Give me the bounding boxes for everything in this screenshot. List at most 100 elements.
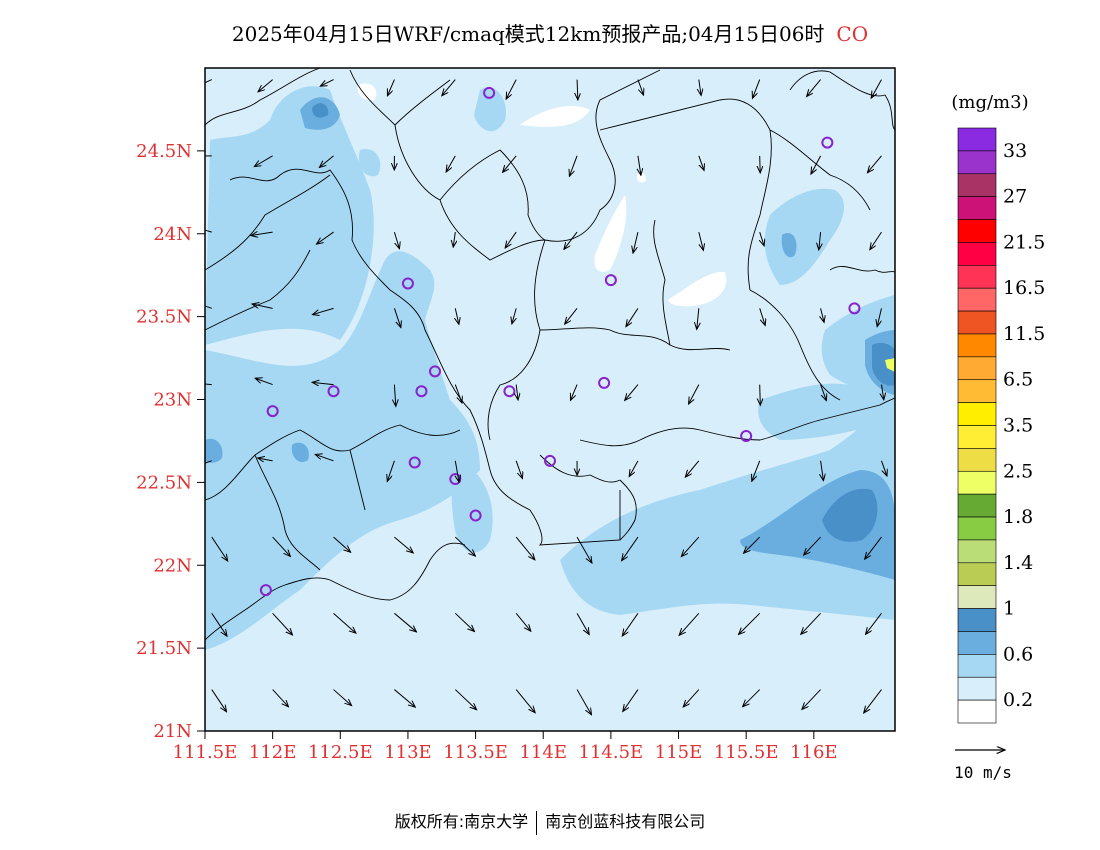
wind-arrow (320, 79, 334, 87)
wind-arrow (393, 231, 399, 249)
wind-arrow (512, 308, 517, 324)
wind-arrow (864, 689, 882, 713)
wind-arrow (698, 155, 704, 171)
wind-arrow (689, 384, 700, 404)
wind-arrow (205, 305, 212, 309)
footer: 版权所有:南京大学 南京创蓝科技有限公司 (0, 808, 1100, 835)
colorbar-label: 33 (1003, 140, 1027, 162)
wind-arrow (455, 460, 459, 482)
x-axis: 111.5E 112E 112.5E 113E 113.5E 114E 114.5E 115E… (173, 731, 838, 763)
wind-arrow (866, 613, 882, 634)
wind-arrow (871, 79, 882, 99)
wind-arrow (251, 232, 273, 235)
colorbar-swatch (957, 219, 997, 243)
colorbar-label: 1.8 (1003, 506, 1033, 528)
wind-arrow (272, 689, 289, 707)
wind-arrow (622, 613, 639, 636)
wind-arrow (272, 612, 293, 635)
wind-arrow (205, 155, 212, 157)
station-marker (259, 584, 272, 597)
colorbar-swatch (957, 196, 997, 220)
wind-arrow (258, 79, 273, 92)
wind-arrow (576, 536, 592, 563)
colorbar-label: 2.5 (1003, 460, 1033, 482)
colorbar-swatch (957, 333, 997, 358)
station-marker (848, 302, 861, 315)
wind-reference: 10 m/s (954, 750, 1012, 782)
wind-arrow (881, 460, 886, 476)
station-marker (604, 274, 617, 287)
wind-arrow (679, 612, 700, 635)
station-marker (266, 405, 279, 418)
wind-arrow (570, 384, 578, 401)
wind-arrow (622, 536, 639, 561)
station-marker (415, 385, 428, 398)
wind-arrow (387, 460, 395, 482)
station-marker (469, 509, 482, 522)
wind-arrow (255, 378, 273, 386)
wind-arrow (626, 308, 639, 326)
y-tick-label: 22.5N (136, 472, 192, 493)
station-markers (259, 86, 861, 597)
wind-arrow (453, 232, 455, 247)
wind-arrow (394, 536, 413, 553)
wind-arrow (760, 231, 764, 246)
y-tick-label: 21.5N (136, 638, 192, 659)
colorbar-swatch (957, 539, 997, 564)
colorbar-swatch (957, 265, 997, 289)
colorbar-swatch (957, 242, 997, 266)
wind-arrow (312, 382, 334, 384)
wind-arrow (205, 383, 212, 386)
wind-arrow (877, 308, 882, 326)
colorbar-swatch (957, 173, 997, 197)
wind-arrow (629, 460, 639, 477)
y-tick-label: 23.5N (136, 307, 192, 328)
station-marker (503, 385, 516, 398)
y-tick-label: 24N (153, 224, 192, 245)
wind-arrow (576, 689, 591, 715)
wind-reference-label: 10 m/s (954, 763, 1012, 782)
y-tick-label: 22N (153, 555, 192, 576)
wind-arrow (333, 612, 356, 633)
station-marker (429, 365, 441, 378)
wind-arrow (205, 229, 212, 233)
colorbar-swatch (957, 493, 997, 518)
colorbar-swatch (957, 150, 997, 175)
x-tick-label: 115E (655, 742, 703, 763)
y-tick-label: 21N (153, 721, 192, 742)
co-band-lowest (357, 83, 727, 307)
y-axis: 21N 21.5N 22N 22.5N 23N 23.5N 24N 24.5N (136, 141, 205, 742)
wind-vectors (205, 79, 887, 715)
colorbar-label: 21.5 (1003, 231, 1045, 253)
colorbar-swatch (957, 356, 997, 381)
co-band-high-spot (885, 358, 895, 372)
wind-arrow (454, 612, 474, 631)
wind-arrow (446, 155, 456, 172)
x-tick-label: 114.5E (579, 742, 644, 763)
colorbar-label: 0.2 (1003, 689, 1033, 711)
wind-arrow (252, 304, 273, 309)
wind-arrow (698, 231, 704, 250)
wind-arrow (312, 307, 334, 314)
wind-arrow (205, 79, 212, 84)
colorbar-label: 27 (1003, 186, 1027, 208)
colorbar-swatch (957, 287, 997, 312)
wind-arrow (319, 155, 334, 168)
footer-separator (536, 810, 538, 835)
station-marker (598, 376, 611, 389)
wind-arrow (394, 612, 416, 632)
wind-arrow (569, 155, 578, 176)
colorbar-swatch (957, 310, 997, 335)
wind-arrow (760, 384, 761, 406)
colorbar-label: 16.5 (1003, 277, 1045, 299)
colorbar-label: 3.5 (1003, 415, 1033, 437)
colorbar-swatch (957, 127, 997, 152)
colorbar-label: 0.6 (1003, 643, 1033, 665)
wind-arrow (393, 308, 400, 327)
x-tick-label: 114E (519, 742, 567, 763)
wind-arrow (333, 689, 352, 706)
wind-arrow (515, 460, 522, 479)
wind-arrow (821, 308, 824, 322)
wind-arrow (254, 155, 273, 167)
x-tick-label: 113E (384, 742, 432, 763)
